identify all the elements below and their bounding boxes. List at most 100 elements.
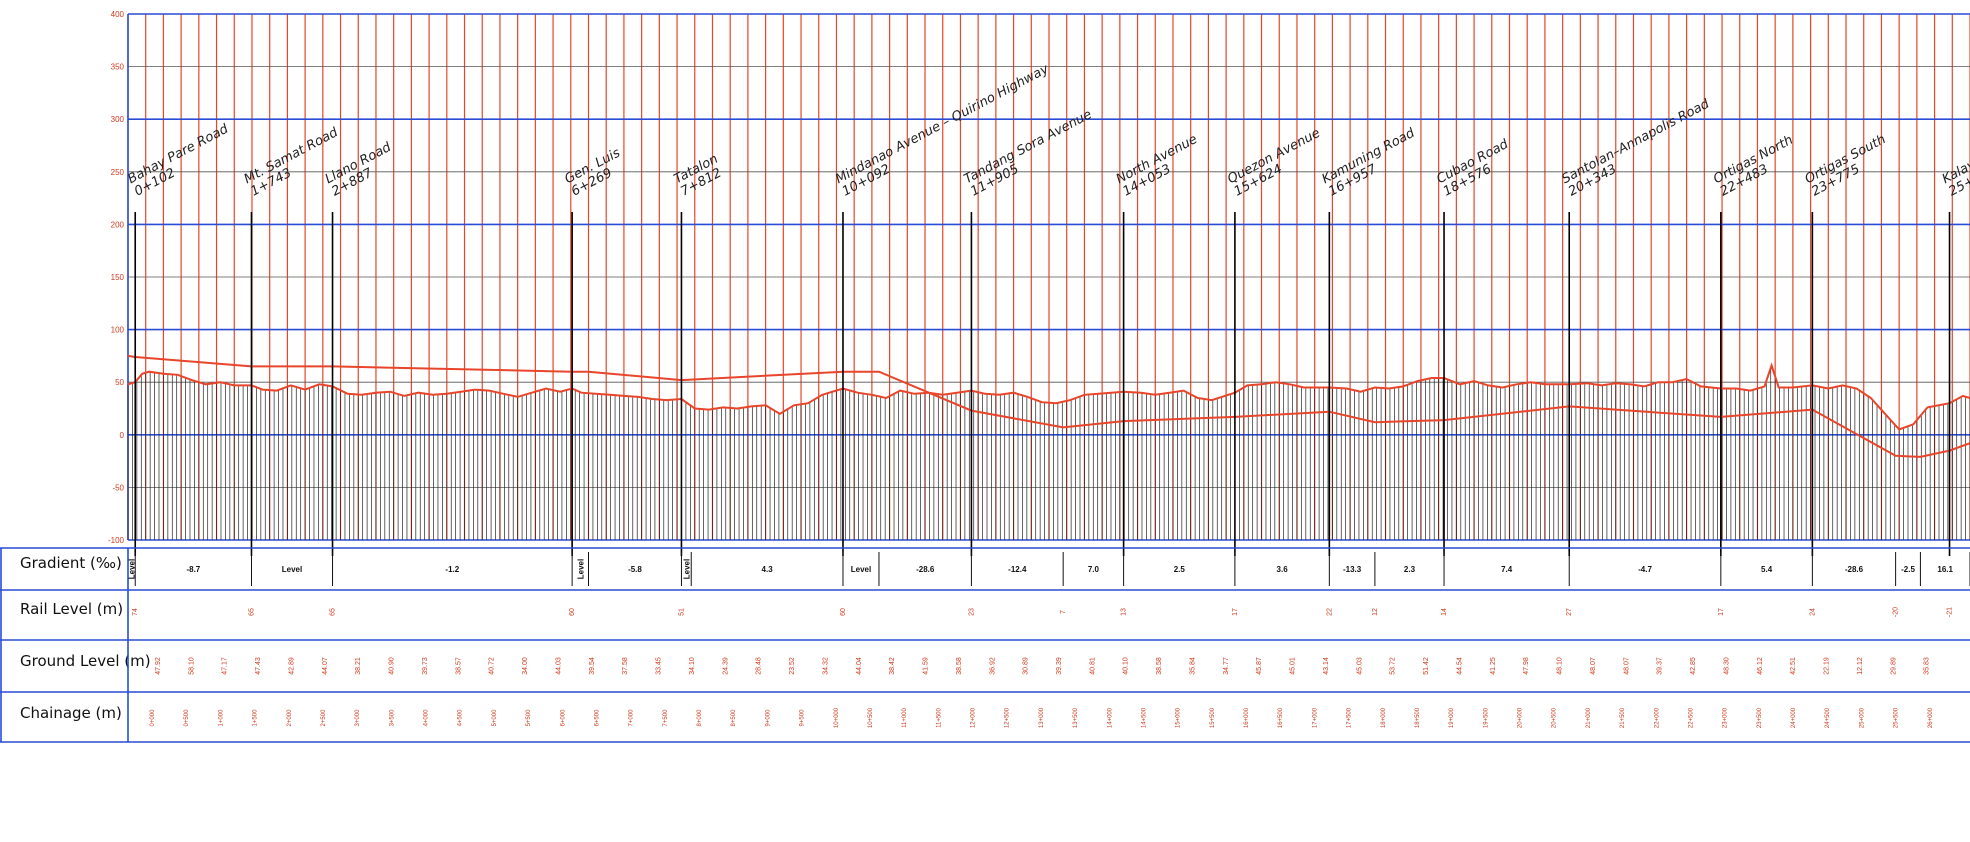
chainage-value: 14+000 bbox=[1107, 707, 1113, 728]
chainage-value: 3+000 bbox=[355, 709, 361, 727]
chainage-value: 8+000 bbox=[697, 709, 703, 727]
gradient-value: -5.8 bbox=[628, 565, 642, 574]
ground-level-value: 38.42 bbox=[889, 657, 896, 675]
rail-level-value: 60 bbox=[840, 608, 847, 616]
gradient-value: Level bbox=[576, 559, 585, 579]
ground-level-value: 44.54 bbox=[1456, 657, 1463, 675]
gradient-value: -28.6 bbox=[1845, 565, 1864, 574]
ground-level-value: 38.58 bbox=[956, 657, 963, 675]
chainage-value: 1+000 bbox=[218, 709, 224, 727]
ground-level-value: 34.10 bbox=[689, 657, 696, 675]
chainage-value: 10+000 bbox=[834, 707, 840, 728]
ground-level-value: 29.89 bbox=[1890, 657, 1897, 675]
chainage-value: 12+500 bbox=[1005, 707, 1011, 728]
gradient-value: Level bbox=[128, 559, 137, 579]
chainage-value: 13+500 bbox=[1073, 707, 1079, 728]
ground-level-value: 39.39 bbox=[1056, 657, 1063, 675]
ground-level-value: 44.03 bbox=[555, 657, 562, 675]
ground-level-value: 40.10 bbox=[1123, 657, 1130, 675]
ground-level-value: 35.84 bbox=[1189, 657, 1196, 675]
chainage-value: 23+000 bbox=[1723, 707, 1729, 728]
gradient-value: -1.2 bbox=[445, 565, 459, 574]
ground-level-value: 38.57 bbox=[455, 657, 462, 675]
ground-level-value: 48.07 bbox=[1590, 657, 1597, 675]
chainage-value: 20+500 bbox=[1552, 707, 1558, 728]
ground-level-value: 58.10 bbox=[188, 657, 195, 675]
chainage-value: 9+500 bbox=[800, 709, 806, 727]
chainage-value: 22+000 bbox=[1654, 707, 1660, 728]
chainage-value: 19+500 bbox=[1483, 707, 1489, 728]
chainage-value: 7+000 bbox=[629, 709, 635, 727]
chainage-value: 16+500 bbox=[1278, 707, 1284, 728]
chainage-value: 17+000 bbox=[1312, 707, 1318, 728]
data-table: Gradient (‰) Rail Level (m) Ground Level… bbox=[0, 547, 1970, 743]
gradient-value: -13.3 bbox=[1343, 565, 1362, 574]
chainage-value: 6+500 bbox=[594, 709, 600, 727]
ground-level-value: 22.19 bbox=[1824, 657, 1831, 675]
ground-level-value: 42.89 bbox=[288, 657, 295, 675]
ground-level-value: 30.89 bbox=[1023, 657, 1030, 675]
ground-level-value: 12.12 bbox=[1857, 657, 1864, 675]
chainage-value: 4+500 bbox=[458, 709, 464, 727]
gradient-value: 7.0 bbox=[1088, 565, 1100, 574]
y-tick-label: 300 bbox=[111, 115, 125, 124]
ground-level-value: 39.54 bbox=[589, 657, 596, 675]
station-label: Kalayaan Ave25+711 bbox=[1940, 133, 1970, 200]
chainage-value: 11+000 bbox=[902, 707, 908, 727]
ground-level-value: 40.90 bbox=[389, 657, 396, 675]
row-label-rail: Rail Level (m) bbox=[20, 600, 123, 618]
ground-level-value: 36.92 bbox=[989, 657, 996, 675]
gradient-value: -8.7 bbox=[186, 565, 200, 574]
ground-level-line bbox=[127, 362, 1970, 431]
rail-level-value: 65 bbox=[248, 608, 255, 616]
ground-level-value: 41.59 bbox=[923, 657, 930, 675]
row-label-ground: Ground Level (m) bbox=[20, 652, 151, 670]
y-tick-label: 250 bbox=[111, 168, 125, 177]
ground-level-value: 48.10 bbox=[1557, 657, 1564, 675]
ground-level-value: 38.21 bbox=[355, 657, 362, 675]
gradient-value: 4.3 bbox=[762, 565, 774, 574]
chainage-value: 23+500 bbox=[1757, 707, 1763, 728]
y-tick-label: 0 bbox=[120, 431, 125, 440]
chainage-value: 25+500 bbox=[1894, 707, 1900, 728]
ground-level-value: 39.73 bbox=[422, 657, 429, 675]
rail-level-value: 14 bbox=[1441, 608, 1448, 616]
chainage-value: 0+000 bbox=[150, 709, 156, 727]
chainage-value: 26+000 bbox=[1928, 707, 1934, 728]
ground-level-value: 47.43 bbox=[255, 657, 262, 675]
chainage-value: 15+000 bbox=[1176, 707, 1182, 728]
chainage-value: 14+500 bbox=[1141, 707, 1147, 728]
ground-level-value: 53.72 bbox=[1390, 657, 1397, 675]
rail-level-value: 65 bbox=[330, 608, 337, 616]
chainage-value: 18+500 bbox=[1415, 707, 1421, 728]
chainage-value: 17+500 bbox=[1347, 707, 1353, 728]
gradient-value: 2.5 bbox=[1174, 565, 1186, 574]
rail-level-value: 22 bbox=[1326, 608, 1333, 616]
y-tick-label: 100 bbox=[111, 326, 125, 335]
y-tick-label: 150 bbox=[111, 273, 125, 282]
gradient-value: -2.5 bbox=[1901, 565, 1915, 574]
rail-level-value: 51 bbox=[678, 608, 685, 616]
rail-level-value: 60 bbox=[569, 608, 576, 616]
chainage-value: 1+500 bbox=[253, 709, 259, 727]
chainage-value: 2+500 bbox=[321, 709, 327, 727]
ground-level-value: 47.98 bbox=[1523, 657, 1530, 675]
chainage-value: 7+500 bbox=[663, 709, 669, 727]
ground-level-value: 24.39 bbox=[722, 657, 729, 675]
chainage-value: 12+000 bbox=[971, 707, 977, 728]
ground-level-value: 46.12 bbox=[1757, 657, 1764, 675]
chainage-value: 0+500 bbox=[184, 709, 190, 727]
ground-level-value: 44.07 bbox=[322, 657, 329, 675]
ground-level-value: 41.25 bbox=[1490, 657, 1497, 675]
chainage-value: 24+000 bbox=[1791, 707, 1797, 728]
ground-level-value: 35.83 bbox=[1924, 657, 1931, 675]
